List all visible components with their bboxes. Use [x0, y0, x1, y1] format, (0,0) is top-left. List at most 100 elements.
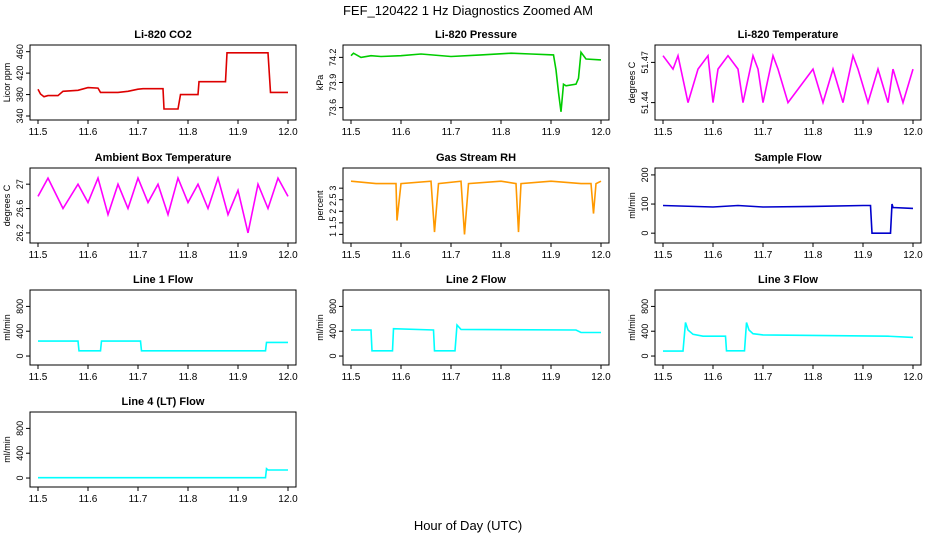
panel-4-ylabel: degrees C [2, 184, 12, 226]
panel-9-xtick-label: 11.8 [804, 372, 823, 383]
panel-4-xtick-label: 11.5 [29, 250, 48, 261]
panel-2-ytick-label: 73.9 [328, 74, 338, 92]
panel-6-xtick-label: 12.0 [903, 250, 923, 261]
panel-5-xtick-label: 11.5 [342, 250, 361, 261]
panel-2-xtick-label: 11.7 [442, 127, 461, 138]
panel-8-xtick-label: 11.9 [542, 372, 561, 383]
panel-2-ylabel: kPa [315, 75, 325, 91]
panel-8-xtick-label: 11.5 [342, 372, 361, 383]
panel-2-ytick-label: 73.6 [328, 99, 338, 117]
panel-1-ytick-label: 460 [15, 44, 25, 59]
panel-4-xtick-label: 11.9 [229, 250, 248, 261]
panel-9-ylabel: ml/min [627, 314, 637, 341]
panel-10-xtick-label: 12.0 [278, 494, 298, 505]
panel-3-xtick-label: 11.6 [704, 127, 723, 138]
panel-10-series-line [38, 467, 288, 479]
panel-4-xtick-label: 11.6 [79, 250, 98, 261]
panel-3-ytick-label: 51.44 [640, 91, 650, 114]
panel-7-xtick-label: 11.8 [179, 372, 198, 383]
panel-4-frame [29, 167, 297, 244]
panel-5-ytick-label: 2 [328, 209, 338, 214]
panel-9-title: Line 3 Flow [758, 274, 818, 286]
panel-10-ytick-label: 800 [15, 421, 25, 436]
panel-5-ytick-label: 3 [328, 186, 338, 191]
panel-8-xtick-label: 12.0 [591, 372, 611, 383]
panel-10-ytick-label: 0 [15, 476, 25, 481]
panel-9-ytick-label: 0 [640, 354, 650, 359]
panel-6-xtick-label: 11.6 [704, 250, 723, 261]
panel-9-xtick-label: 11.9 [854, 372, 873, 383]
panel-4-xtick-label: 11.7 [129, 250, 148, 261]
panel-8-ytick-label: 0 [328, 354, 338, 359]
panel-8-ytick-label: 400 [328, 324, 338, 339]
panel-7-xtick-label: 11.7 [129, 372, 148, 383]
panel-4-title: Ambient Box Temperature [95, 152, 232, 164]
panel-8-title: Line 2 Flow [446, 274, 506, 286]
panel-10: Line 4 (LT) Flow ml/min 11.5 11.6 11.7 11.8 11… [2, 396, 298, 505]
panel-7-ytick-label: 800 [15, 299, 25, 314]
panel-3: Li-820 Temperature degrees C 11.5 11.6 11.7 1… [627, 29, 923, 138]
panel-7-frame [29, 289, 297, 366]
panel-3-ylabel: degrees C [627, 61, 637, 103]
panel-6-series-line [662, 203, 914, 234]
panel-6-title: Sample Flow [754, 152, 822, 164]
figure-xlabel: Hour of Day (UTC) [413, 518, 523, 533]
panel-3-xtick-label: 11.8 [804, 127, 823, 138]
panel-7: Line 1 Flow ml/min 11.5 11.6 11.7 11.8 11.9 12.… [2, 274, 298, 383]
panel-3-title: Li-820 Temperature [738, 29, 839, 41]
panel-2-series-line [350, 50, 602, 112]
panel-3-xtick-label: 11.7 [754, 127, 773, 138]
panel-10-xtick-label: 11.6 [79, 494, 98, 505]
figure-title: FEF_120422 1 Hz Diagnostics Zoomed AM [342, 3, 593, 18]
panel-9-xtick-label: 11.7 [754, 372, 773, 383]
panel-4: Ambient Box Temperature degrees C 11.5 11.6… [2, 152, 298, 261]
panel-3-xtick-label: 11.9 [854, 127, 873, 138]
panel-6-frame [654, 167, 922, 244]
panel-1-xtick-label: 11.9 [229, 127, 248, 138]
panel-9-xtick-label: 12.0 [903, 372, 923, 383]
panel-1-ytick-label: 380 [15, 87, 25, 102]
panel-6-ytick-label: 200 [640, 167, 650, 182]
panel-2-xtick-label: 11.8 [492, 127, 511, 138]
panel-10-frame [29, 411, 297, 488]
panel-10-ytick-label: 400 [15, 446, 25, 461]
panel-8-series-line [351, 323, 601, 352]
panel-3-ytick-label: 51.47 [640, 51, 650, 74]
panel-8-xtick-label: 11.8 [492, 372, 511, 383]
panel-1-series-line [37, 51, 288, 110]
panel-1-xtick-label: 12.0 [278, 127, 298, 138]
panel-9: Line 3 Flow ml/min 11.5 11.6 11.7 11.8 11.9 12.… [627, 274, 923, 383]
panel-10-title: Line 4 (LT) Flow [122, 396, 205, 408]
panel-3-xtick-label: 11.5 [654, 127, 673, 138]
panel-10-xtick-label: 11.8 [179, 494, 198, 505]
panel-9-frame [654, 289, 922, 366]
panel-1-ylabel: Licor ppm [2, 63, 12, 103]
panel-1-xtick-label: 11.8 [179, 127, 198, 138]
panel-8-xtick-label: 11.7 [442, 372, 461, 383]
panel-6-xtick-label: 11.7 [754, 250, 773, 261]
panel-10-xtick-label: 11.7 [129, 494, 148, 505]
panel-7-ytick-label: 400 [15, 324, 25, 339]
panel-5-ylabel: percent [315, 190, 325, 221]
panel-8-xtick-label: 11.6 [392, 372, 411, 383]
panel-10-xtick-label: 11.5 [29, 494, 48, 505]
panel-5-xtick-label: 12.0 [591, 250, 611, 261]
panel-5-frame [342, 167, 610, 244]
panel-10-xtick-label: 11.9 [229, 494, 248, 505]
panel-5-series-line [350, 180, 602, 235]
panel-9-ytick-label: 800 [640, 299, 650, 314]
panel-6-ylabel: ml/min [627, 192, 637, 219]
panel-9-xtick-label: 11.6 [704, 372, 723, 383]
panel-2-xtick-label: 12.0 [591, 127, 611, 138]
panel-5-xtick-label: 11.9 [542, 250, 561, 261]
panel-1-frame [29, 44, 297, 121]
panel-2-xtick-label: 11.5 [342, 127, 361, 138]
panel-4-series-line [37, 175, 289, 234]
panel-9-xtick-label: 11.5 [654, 372, 673, 383]
panel-7-xtick-label: 11.6 [79, 372, 98, 383]
panel-10-ylabel: ml/min [2, 436, 12, 463]
panel-5-xtick-label: 11.8 [492, 250, 511, 261]
panel-6-ytick-label: 100 [640, 197, 650, 212]
